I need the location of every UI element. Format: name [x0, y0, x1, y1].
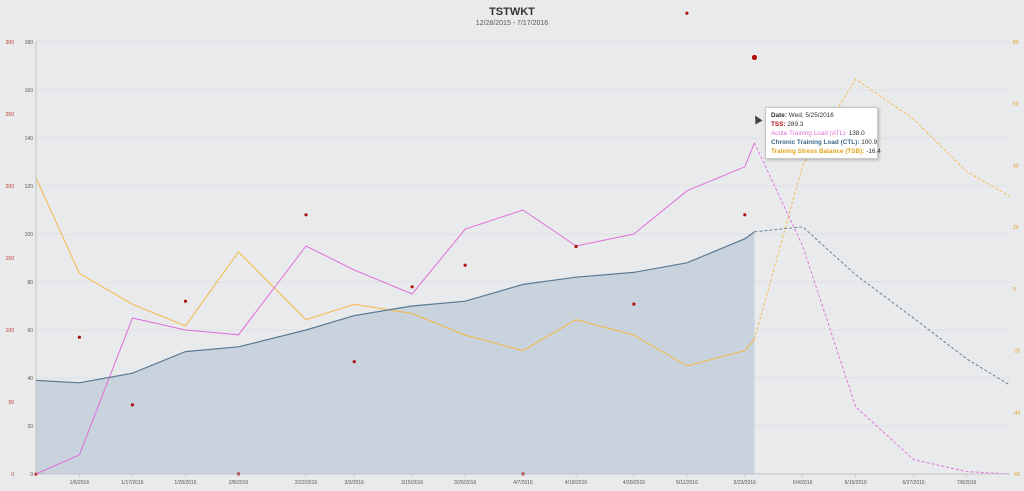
tss-point[interactable]	[183, 299, 188, 303]
y-right-tick-label: -40	[1013, 410, 1020, 416]
tooltip-ctl-label: Chronic Training Load (CTL):	[771, 139, 860, 146]
tooltip-tss-row: TSS: 289.3	[771, 120, 872, 129]
tooltip-tsb-value: -16.4	[866, 148, 881, 155]
tss-point[interactable]	[574, 244, 578, 249]
chart-title: TSTWKT	[489, 6, 535, 18]
tsb-line	[35, 177, 755, 367]
tooltip-atl-label: Acute Training Load (ATL):	[771, 130, 847, 137]
y-inner-tick-label: 100	[25, 232, 34, 238]
chart-subtitle: 12/28/2015 - 7/17/2016	[475, 20, 549, 27]
y-outer-tick-label: 50	[8, 400, 14, 406]
y-inner-tick-label: 40	[27, 376, 33, 382]
tss-point[interactable]	[685, 11, 689, 15]
y-inner-tick-label: 0	[30, 472, 33, 478]
x-tick-label: 2/8/2016	[229, 480, 249, 486]
x-tick-label: 1/28/2016	[174, 480, 196, 486]
tss-point-hovered[interactable]	[750, 53, 759, 62]
x-tick-label: 3/15/2016	[401, 480, 423, 486]
tooltip-date-value: Wed, 5/25/2016	[788, 112, 834, 119]
tooltip-ctl-value: 100.9	[861, 139, 878, 146]
tsb-forecast-line	[754, 78, 1011, 340]
tooltip-tss-label: TSS:	[771, 121, 786, 128]
y-outer-tick-label: 0	[11, 472, 14, 478]
tooltip-tss-value: 289.3	[787, 121, 804, 128]
x-tick-label: 6/15/2016	[845, 480, 867, 486]
x-tick-label: 4/30/2016	[623, 480, 645, 486]
x-tick-label: 6/4/2016	[793, 480, 813, 486]
x-tick-label: 3/3/2016	[345, 480, 365, 486]
tss-point[interactable]	[410, 285, 414, 289]
ctl-forecast-line	[754, 226, 1011, 386]
atl-series	[35, 142, 1011, 475]
atl-forecast-line	[754, 142, 1011, 475]
y-outer-tick-label: 150	[6, 256, 15, 262]
x-tick-label: 5/23/2016	[734, 480, 756, 486]
x-tick-label: 4/18/2016	[565, 480, 587, 486]
tss-point[interactable]	[130, 403, 135, 407]
y-right-tick-label: -20	[1013, 349, 1020, 355]
x-tick-label: 1/6/2016	[70, 480, 90, 486]
y-outer-tick-label: 100	[6, 328, 15, 334]
x-tick-label: 6/27/2016	[902, 480, 924, 486]
ctl-area	[36, 231, 755, 474]
x-tick-label: 3/26/2016	[454, 480, 476, 486]
y-outer-tick-label: 300	[6, 40, 15, 46]
hover-tooltip: Date: Wed, 5/25/2016 TSS: 289.3 Acute Tr…	[765, 107, 881, 159]
tss-point[interactable]	[463, 263, 467, 267]
tooltip-atl-row: Acute Training Load (ATL): 138.0	[771, 129, 872, 138]
x-tick-label: 5/11/2016	[676, 480, 698, 486]
y-inner-tick-label: 140	[25, 136, 34, 142]
y-inner-tick-label: 60	[27, 328, 33, 334]
atl-line	[35, 142, 755, 475]
y-right-tick-label: 40	[1013, 163, 1019, 169]
axes: 0204060801001201401601800501001502002503…	[6, 40, 1021, 486]
y-inner-tick-label: 160	[25, 88, 34, 94]
y-right-tick-label: 80	[1013, 40, 1019, 46]
tss-point[interactable]	[352, 360, 356, 364]
y-outer-tick-label: 250	[6, 112, 15, 118]
ctl-series	[35, 226, 1011, 386]
x-tick-label: 1/17/2016	[121, 480, 143, 486]
tss-point[interactable]	[743, 213, 747, 217]
x-tick-label: 2/22/2016	[295, 480, 317, 486]
y-inner-tick-label: 20	[27, 424, 33, 430]
y-outer-tick-label: 200	[6, 184, 15, 190]
ctl-line	[35, 231, 755, 384]
y-inner-tick-label: 180	[25, 40, 34, 46]
y-inner-tick-label: 120	[25, 184, 34, 190]
y-right-tick-label: -60	[1013, 472, 1020, 478]
x-tick-label: 7/8/2016	[957, 480, 977, 486]
tooltip-ctl-row: Chronic Training Load (CTL): 100.9	[771, 138, 877, 147]
y-right-tick-label: 20	[1013, 225, 1019, 231]
tsb-series	[35, 78, 1011, 367]
tss-point[interactable]	[632, 302, 636, 306]
tooltip-date-row: Date: Wed, 5/25/2016	[771, 111, 872, 120]
tooltip-tsb-label: Training Stress Balance (TSB):	[771, 148, 865, 155]
tooltip-atl-value: 138.0	[848, 130, 865, 137]
tooltip-tsb-row: Training Stress Balance (TSB): -16.4	[771, 147, 881, 156]
y-right-tick-label: 60	[1013, 102, 1019, 108]
tooltip-date-label: Date:	[771, 112, 787, 119]
ctl-area-fill	[36, 231, 755, 474]
tss-point[interactable]	[77, 335, 81, 339]
x-tick-label: 4/7/2016	[513, 480, 533, 486]
y-right-tick-label: 0	[1013, 287, 1016, 293]
y-inner-tick-label: 80	[27, 280, 33, 286]
tss-point[interactable]	[304, 213, 308, 217]
